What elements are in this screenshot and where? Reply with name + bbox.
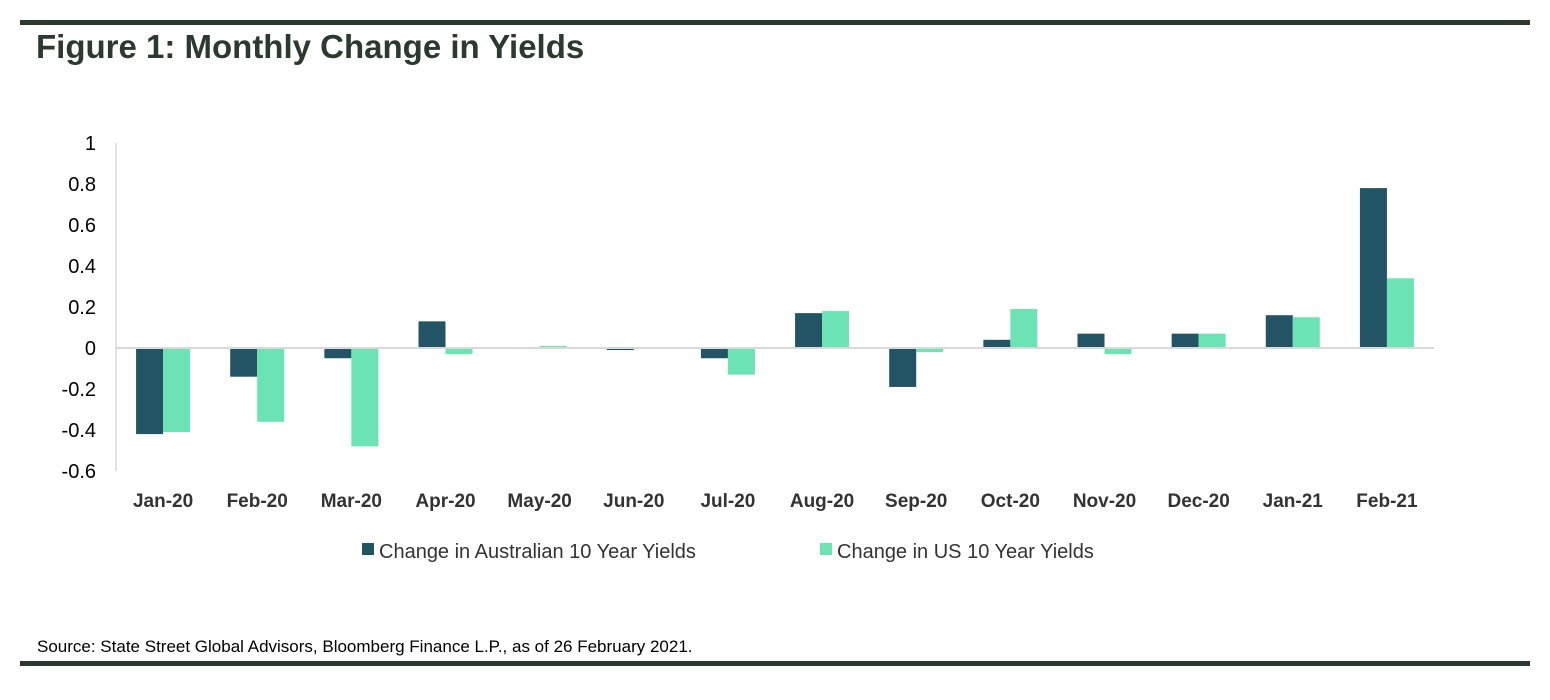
bar-us-Oct-20 <box>1010 309 1038 348</box>
bar-us-Mar-20 <box>351 348 379 447</box>
x-tick-label: Jan-20 <box>133 491 193 512</box>
x-tick-label: Oct-20 <box>981 491 1040 512</box>
bar-us-Sep-20 <box>916 348 944 353</box>
bar-us-Jan-20 <box>163 348 191 433</box>
bar-us-Feb-21 <box>1386 278 1414 348</box>
x-tick-label: Feb-20 <box>227 491 288 512</box>
y-tick-label: -0.2 <box>62 379 96 401</box>
x-tick-label: Sep-20 <box>885 491 947 512</box>
x-tick-label: Dec-20 <box>1167 491 1229 512</box>
bar-us-May-20 <box>539 345 567 348</box>
bar-australia-Oct-20 <box>983 339 1011 348</box>
bar-us-Aug-20 <box>822 311 850 348</box>
bar-australia-Feb-20 <box>230 348 258 377</box>
x-tick-label: May-20 <box>507 491 571 512</box>
bar-australia-Jul-20 <box>700 348 728 359</box>
legend-label: Change in Australian 10 Year Yields <box>379 541 696 563</box>
x-tick-label: Jul-20 <box>700 491 755 512</box>
bar-us-Feb-20 <box>257 348 285 422</box>
source-note: Source: State Street Global Advisors, Bl… <box>37 637 693 656</box>
legend-swatch <box>362 543 374 555</box>
bar-australia-Dec-20 <box>1171 333 1199 348</box>
bar-australia-Sep-20 <box>889 348 917 387</box>
x-tick-label: Jan-21 <box>1263 491 1324 512</box>
x-tick-label: Apr-20 <box>415 491 475 512</box>
bar-australia-Jan-20 <box>136 348 164 435</box>
bar-australia-Jun-20 <box>606 348 634 351</box>
bar-australia-Jan-21 <box>1265 315 1293 348</box>
bar-us-Jan-21 <box>1292 317 1320 348</box>
bar-australia-Apr-20 <box>418 321 446 348</box>
bar-australia-Nov-20 <box>1077 333 1105 348</box>
y-tick-label: 0.8 <box>68 174 96 196</box>
bar-us-Dec-20 <box>1198 333 1226 348</box>
bar-australia-Feb-21 <box>1359 188 1387 348</box>
bottom-rule <box>20 661 1530 666</box>
top-rule <box>20 20 1530 25</box>
legend-label: Change in US 10 Year Yields <box>837 541 1094 563</box>
y-tick-label: -0.4 <box>62 420 96 442</box>
bar-australia-Aug-20 <box>795 313 823 348</box>
x-tick-label: Feb-21 <box>1356 491 1418 512</box>
bar-us-Apr-20 <box>445 348 473 355</box>
bar-us-Nov-20 <box>1104 348 1132 355</box>
x-tick-label: Mar-20 <box>321 491 382 512</box>
x-tick-label: Jun-20 <box>603 491 664 512</box>
y-tick-label: 0.4 <box>68 256 96 278</box>
x-tick-label: Nov-20 <box>1073 491 1136 512</box>
bar-us-Jul-20 <box>727 348 755 375</box>
bar-australia-Mar-20 <box>324 348 352 359</box>
x-tick-label: Aug-20 <box>790 491 854 512</box>
y-tick-label: -0.6 <box>62 461 96 483</box>
y-tick-label: 0 <box>85 338 96 360</box>
legend-swatch <box>820 543 832 555</box>
y-tick-label: 0.2 <box>68 297 96 319</box>
chart-title: Figure 1: Monthly Change in Yields <box>36 28 585 65</box>
y-tick-label: 0.6 <box>68 215 96 237</box>
y-tick-label: 1 <box>85 133 96 155</box>
